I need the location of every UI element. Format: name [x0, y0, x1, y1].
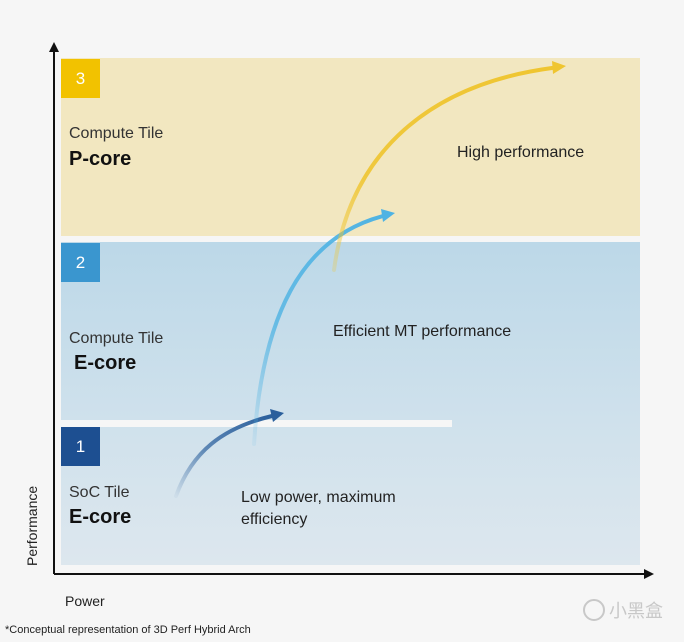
tile-2-note: Efficient MT performance	[333, 323, 512, 340]
tile-3-badge: 3	[61, 59, 100, 98]
tile-3-note: High performance	[457, 144, 585, 161]
y-axis-arrowhead	[49, 42, 59, 52]
watermark: 小黑盒	[583, 597, 663, 623]
tile-1-label: SoC Tile	[69, 484, 130, 501]
y-axis-label: Performance	[24, 485, 40, 566]
tile-3-label: Compute Tile	[69, 125, 164, 142]
soc-arrowhead	[270, 409, 284, 422]
tile-1-core-label: E-core	[69, 506, 132, 528]
ecore-arrowhead	[381, 209, 395, 222]
tile-1-note: Low power, maximum efficiency	[241, 489, 396, 528]
x-axis-label: Power	[65, 593, 105, 609]
soc-arrow-path	[174, 414, 274, 498]
ecore-arrow-path	[252, 214, 385, 446]
x-axis-arrowhead	[644, 569, 654, 579]
tile-3-core-label: P-core	[69, 148, 132, 170]
watermark-text: 小黑盒	[609, 601, 663, 621]
footnote: *Conceptual representation of 3D Perf Hy…	[5, 624, 251, 636]
pcore-arrow-path	[332, 66, 554, 272]
tile-2-core-label: E-core	[74, 352, 137, 374]
watermark-logo-icon	[583, 599, 605, 621]
tile-2-badge: 2	[61, 243, 100, 282]
pcore-arrowhead	[552, 61, 566, 74]
tile-2-label: Compute Tile	[69, 330, 164, 347]
compute-tile-ecore-region	[61, 242, 640, 565]
tile-1-badge: 1	[61, 427, 100, 466]
